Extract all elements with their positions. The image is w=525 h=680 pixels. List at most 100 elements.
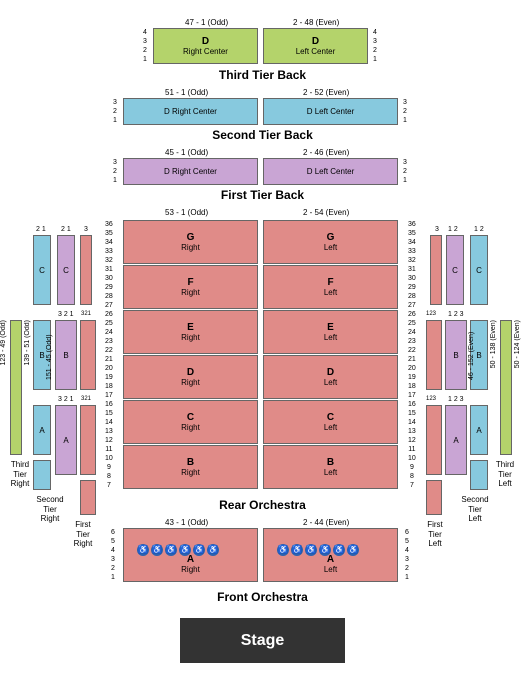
side-b-right-2[interactable]: B [55, 320, 77, 390]
rear-e-right[interactable]: ERight [123, 310, 258, 354]
row-nums: 3 [84, 225, 88, 234]
row-nums: 2 1 [36, 225, 46, 234]
range-label: 2 - 48 (Even) [293, 18, 339, 27]
section-third-right-center[interactable]: D Right Center [153, 28, 258, 64]
row-nums: 1 2 3 [448, 310, 464, 319]
side-c-right-3[interactable] [80, 235, 92, 305]
side-b-left-3[interactable] [426, 320, 442, 390]
vert-range: 46 - 152 (Even) [468, 320, 475, 380]
wheelchair-icon: ♿ [319, 544, 331, 556]
range-label: 2 - 46 (Even) [303, 148, 349, 157]
stage: Stage [180, 618, 345, 663]
side-b-left-2[interactable]: B [445, 320, 467, 390]
side-sec-right-bot2[interactable] [80, 480, 96, 515]
range-label: 47 - 1 (Odd) [185, 18, 228, 27]
row-nums: 4321 [373, 28, 377, 64]
wheelchair-row-right: ♿♿♿♿♿♿ [136, 544, 220, 556]
side-label: ThirdTierLeft [490, 460, 520, 489]
section-third-left-center[interactable]: D Left Center [263, 28, 368, 64]
row-nums-rear-right: 3635343332313029282726252423222120191817… [408, 220, 416, 490]
wheelchair-icon: ♿ [291, 544, 303, 556]
rear-c-right[interactable]: CRight [123, 400, 258, 444]
row-nums: 123 [426, 395, 436, 404]
side-c-left-3[interactable] [430, 235, 442, 305]
side-label: SecondTierLeft [455, 495, 495, 524]
range-label: 43 - 1 (Odd) [165, 518, 208, 527]
row-nums: 654321 [111, 528, 115, 582]
side-a-right-3[interactable] [80, 405, 96, 475]
range-label: 2 - 52 (Even) [303, 88, 349, 97]
row-nums: 3 [435, 225, 439, 234]
wheelchair-icon: ♿ [137, 544, 149, 556]
wheelchair-row-left: ♿♿♿♿♿♿ [276, 544, 360, 556]
wheelchair-icon: ♿ [193, 544, 205, 556]
side-label: SecondTierRight [30, 495, 70, 524]
rear-g-right[interactable]: GRight [123, 220, 258, 264]
tier-title: Rear Orchestra [0, 498, 525, 512]
tier-title: Third Tier Back [0, 68, 525, 82]
wheelchair-icon: ♿ [333, 544, 345, 556]
vert-range: 50 - 138 (Even) [490, 320, 497, 368]
range-label: 53 - 1 (Odd) [165, 208, 208, 217]
wheelchair-icon: ♿ [151, 544, 163, 556]
wheelchair-icon: ♿ [277, 544, 289, 556]
wheelchair-icon: ♿ [179, 544, 191, 556]
side-a-left-2[interactable]: A [445, 405, 467, 475]
tier-title: Front Orchestra [0, 590, 525, 604]
rear-c-left[interactable]: CLeft [263, 400, 398, 444]
side-label: FirstTierLeft [420, 520, 450, 549]
side-c-right[interactable]: C [33, 235, 51, 305]
rear-d-left[interactable]: DLeft [263, 355, 398, 399]
row-nums: 123 [426, 310, 436, 319]
side-sec-right-bot[interactable] [33, 460, 51, 490]
side-label: FirstTierRight [68, 520, 98, 549]
rear-f-left[interactable]: FLeft [263, 265, 398, 309]
row-nums: 321 [81, 310, 91, 319]
side-green-right[interactable] [10, 320, 22, 455]
range-label: 2 - 54 (Even) [303, 208, 349, 217]
side-sec-left-bot[interactable] [470, 460, 488, 490]
section-first-left-center[interactable]: D Left Center [263, 158, 398, 185]
row-nums: 321 [81, 395, 91, 404]
rear-b-right[interactable]: BRight [123, 445, 258, 489]
wheelchair-icon: ♿ [347, 544, 359, 556]
row-nums: 4321 [143, 28, 147, 64]
side-green-left[interactable] [500, 320, 512, 455]
row-nums-rear-left: 3635343332313029282726252423222120191817… [105, 220, 113, 490]
vert-range: 50 - 124 (Even) [514, 320, 521, 368]
wheelchair-icon: ♿ [305, 544, 317, 556]
vert-range: 139 - 51 (Odd) [24, 320, 31, 366]
side-b-right-3[interactable] [80, 320, 96, 390]
range-label: 2 - 44 (Even) [303, 518, 349, 527]
row-nums: 321 [113, 98, 117, 125]
rear-g-left[interactable]: GLeft [263, 220, 398, 264]
seating-chart: 47 - 1 (Odd) 2 - 48 (Even) 4321 4321 D R… [0, 0, 525, 680]
side-c-left-2[interactable]: C [446, 235, 464, 305]
row-nums: 321 [403, 98, 407, 125]
row-nums: 321 [403, 158, 407, 185]
row-nums: 3 2 1 [58, 395, 74, 404]
side-c-left[interactable]: C [470, 235, 488, 305]
row-nums: 2 1 [61, 225, 71, 234]
rear-d-right[interactable]: DRight [123, 355, 258, 399]
section-first-right-center[interactable]: D Right Center [123, 158, 258, 185]
rear-f-right[interactable]: FRight [123, 265, 258, 309]
section-second-left-center[interactable]: D Left Center [263, 98, 398, 125]
rear-e-left[interactable]: ELeft [263, 310, 398, 354]
rear-b-left[interactable]: BLeft [263, 445, 398, 489]
side-label: ThirdTierRight [5, 460, 35, 489]
wheelchair-icon: ♿ [207, 544, 219, 556]
side-a-left-3[interactable] [426, 405, 442, 475]
range-label: 45 - 1 (Odd) [165, 148, 208, 157]
side-a-right[interactable]: A [33, 405, 51, 455]
side-c-right-2[interactable]: C [57, 235, 75, 305]
row-nums: 1 2 3 [448, 395, 464, 404]
side-a-right-2[interactable]: A [55, 405, 77, 475]
tier-title: First Tier Back [0, 188, 525, 202]
row-nums: 1 2 [474, 225, 484, 234]
side-a-left[interactable]: A [470, 405, 488, 455]
side-sec-left-bot2[interactable] [426, 480, 442, 515]
row-nums: 1 2 [448, 225, 458, 234]
vert-range: 123 - 49 (Odd) [0, 320, 7, 366]
section-second-right-center[interactable]: D Right Center [123, 98, 258, 125]
